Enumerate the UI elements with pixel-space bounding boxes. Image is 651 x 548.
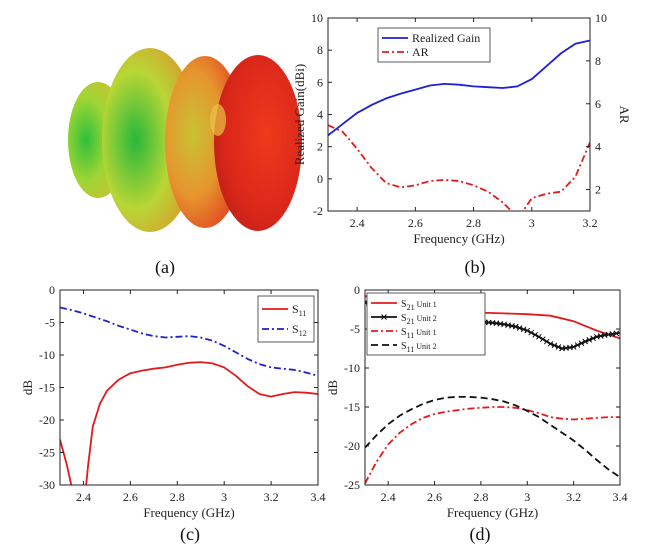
series-marker bbox=[520, 326, 527, 333]
plot-frame bbox=[364, 289, 621, 486]
x-axis-label: Frequency (GHz) bbox=[447, 505, 538, 520]
y-tick-label: 0 bbox=[49, 283, 55, 297]
series-marker bbox=[512, 323, 519, 330]
x-axis-label: Frequency (GHz) bbox=[143, 505, 234, 520]
y-tick-label: -15 bbox=[344, 400, 360, 414]
series-line-d-3 bbox=[365, 395, 620, 478]
caption-b: (b) bbox=[465, 257, 486, 278]
y2-tick-label: 8 bbox=[595, 54, 601, 68]
series-marker bbox=[539, 336, 546, 343]
caption-d: (d) bbox=[470, 524, 491, 545]
y-tick-label: -5 bbox=[350, 322, 360, 336]
series-line-c-0 bbox=[60, 361, 318, 485]
chart-b: 2.4 2.6 2.8 3 3.2 -2 0 2 4 6 8 10 2 4 6 8 10 AR Frequency … bbox=[292, 11, 632, 278]
pattern-highlight bbox=[210, 104, 226, 136]
y-tick-label: -25 bbox=[39, 446, 55, 460]
series-line-d-2 bbox=[365, 406, 620, 484]
x-axis-label: Frequency (GHz) bbox=[413, 231, 504, 246]
y-tick-label: 4 bbox=[317, 108, 323, 122]
legend-entry: Realized Gain bbox=[412, 31, 480, 45]
x-tick-label: 3 bbox=[524, 490, 530, 504]
y2-tick-label: 10 bbox=[595, 11, 607, 25]
legend-entry: S12 bbox=[292, 322, 307, 338]
x-tick-label: 2.4 bbox=[350, 216, 365, 230]
series-marker bbox=[536, 333, 542, 340]
radiation-pattern-3d: (a) bbox=[68, 48, 302, 278]
series-marker bbox=[582, 338, 589, 345]
legend-entry: S11 bbox=[292, 302, 306, 318]
series-marker bbox=[574, 342, 581, 348]
y-tick-label: 6 bbox=[317, 75, 323, 89]
series-marker bbox=[578, 340, 585, 347]
y2-tick-label: 2 bbox=[595, 183, 601, 197]
x-tick-label: 2.8 bbox=[170, 490, 185, 504]
x-tick-label: 2.8 bbox=[473, 490, 488, 504]
x-tick-label: 3.4 bbox=[311, 490, 326, 504]
caption-c: (c) bbox=[180, 524, 200, 545]
x-tick-label: 3.2 bbox=[264, 490, 279, 504]
y-tick-label: 2 bbox=[317, 140, 323, 154]
y-tick-label: 0 bbox=[354, 283, 360, 297]
series-line-c-1 bbox=[60, 306, 318, 377]
series-marker bbox=[543, 338, 550, 345]
x-tick-label: 3 bbox=[529, 216, 535, 230]
y-tick-label: -20 bbox=[39, 413, 55, 427]
legend-entry: AR bbox=[412, 45, 429, 59]
y2-tick-label: 6 bbox=[595, 97, 601, 111]
x-tick-label: 3 bbox=[221, 490, 227, 504]
x-tick-label: 3.2 bbox=[583, 216, 598, 230]
y-tick-label: -25 bbox=[344, 478, 360, 492]
x-tick-label: 2.6 bbox=[123, 490, 138, 504]
y-tick-label: -10 bbox=[344, 361, 360, 375]
chart-c: 2.4 2.6 2.8 3 3.2 3.4 -30 -25 -20 -15 -10 -5 0 Freque… bbox=[20, 283, 326, 545]
x-tick-label: 3.4 bbox=[613, 490, 628, 504]
x-tick-label: 2.6 bbox=[427, 490, 442, 504]
y-axis-label: Realized Gain(dBi) bbox=[292, 64, 307, 165]
series-marker bbox=[586, 337, 593, 343]
series-marker bbox=[524, 327, 531, 334]
series-line-b-1 bbox=[328, 124, 590, 211]
pattern-lobe bbox=[214, 55, 302, 231]
series-marker bbox=[551, 342, 558, 349]
y-tick-label: -30 bbox=[39, 478, 55, 492]
x-tick-label: 2.4 bbox=[76, 490, 91, 504]
series-line-b-0 bbox=[328, 39, 590, 137]
legend-box bbox=[257, 295, 315, 343]
x-tick-label: 3.2 bbox=[566, 490, 581, 504]
y-tick-label: -10 bbox=[39, 348, 55, 362]
series-marker bbox=[613, 330, 620, 337]
legend-box bbox=[377, 27, 491, 63]
x-tick-label: 2.4 bbox=[381, 490, 396, 504]
series-marker bbox=[547, 340, 554, 347]
legend-entry: S11 Unit 1 bbox=[401, 327, 437, 340]
y-axis-label: dB bbox=[325, 380, 340, 396]
y-tick-label: 8 bbox=[317, 43, 323, 57]
series-marker bbox=[528, 329, 535, 336]
y2-axis-label: AR bbox=[617, 105, 632, 123]
legend-entry: S21 Unit 2 bbox=[401, 313, 437, 326]
y-tick-label: 0 bbox=[317, 172, 323, 186]
legend-marker bbox=[381, 314, 387, 320]
y-tick-label: -5 bbox=[45, 316, 55, 330]
y2-tick-label: 4 bbox=[595, 140, 601, 154]
series-marker bbox=[555, 344, 562, 350]
series-marker bbox=[516, 325, 523, 331]
series-marker bbox=[570, 344, 577, 350]
chart-d: 2.4 2.6 2.8 3 3.2 3.4 -25 -20 -15 -10 -5 0 Frequency… bbox=[325, 283, 628, 545]
legend-entry: S21 Unit 1 bbox=[401, 299, 437, 312]
legend-entry: S11 Unit 2 bbox=[401, 341, 437, 354]
y-tick-label: 10 bbox=[311, 11, 323, 25]
x-tick-label: 2.8 bbox=[466, 216, 481, 230]
y-tick-label: -15 bbox=[39, 381, 55, 395]
caption-a: (a) bbox=[155, 257, 175, 278]
y-tick-label: -20 bbox=[344, 439, 360, 453]
series-marker bbox=[532, 331, 539, 338]
series-marker bbox=[590, 335, 596, 342]
x-tick-label: 2.6 bbox=[408, 216, 423, 230]
y-tick-label: -2 bbox=[313, 204, 323, 218]
y-axis-label: dB bbox=[20, 380, 35, 396]
